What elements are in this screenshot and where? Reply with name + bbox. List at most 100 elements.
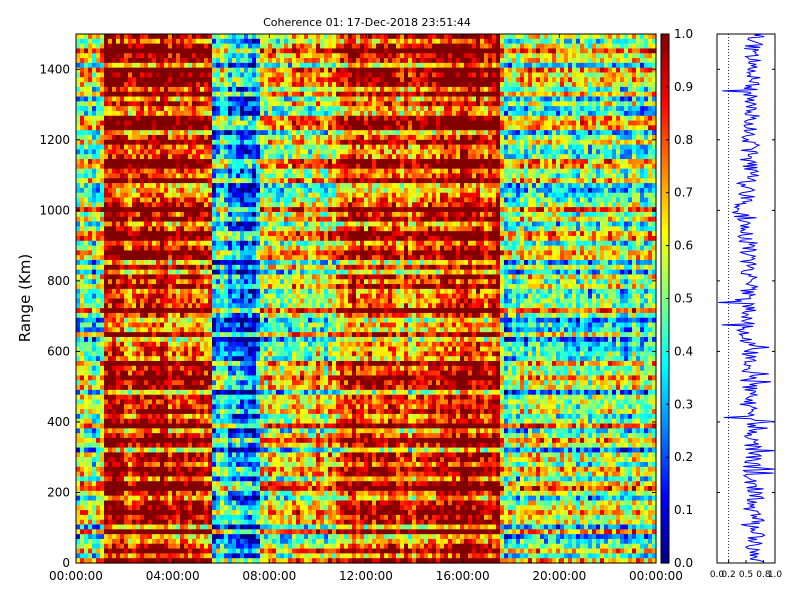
heatmap-cell: [88, 284, 93, 290]
heatmap-cell: [200, 130, 205, 136]
heatmap-cell: [180, 43, 185, 50]
heatmap-cell: [84, 240, 89, 247]
heatmap-cell: [92, 159, 97, 165]
heatmap-cell: [132, 442, 137, 449]
heatmap-cell: [164, 476, 169, 482]
heatmap-cell: [104, 433, 109, 439]
heatmap-cell: [116, 505, 121, 511]
heatmap-cell: [132, 524, 137, 530]
heatmap-cell: [136, 274, 141, 280]
heatmap-cell: [176, 336, 181, 343]
heatmap-cell: [180, 255, 185, 261]
heatmap-cell: [168, 370, 173, 377]
heatmap-cell: [188, 534, 193, 540]
heatmap-cell: [244, 58, 249, 64]
heatmap-cell: [152, 529, 157, 535]
heatmap-cell: [208, 134, 213, 141]
heatmap-cell: [220, 250, 225, 256]
heatmap-cell: [144, 178, 149, 184]
heatmap-cell: [156, 91, 161, 98]
heatmap-cell: [92, 346, 97, 352]
heatmap-cell: [160, 255, 165, 261]
heatmap-cell: [184, 154, 189, 160]
heatmap-cell: [220, 163, 225, 170]
heatmap-cell: [144, 91, 149, 98]
heatmap-cell: [248, 495, 253, 502]
heatmap-cell: [228, 134, 233, 141]
heatmap-cell: [108, 154, 113, 160]
heatmap-cell: [216, 86, 221, 93]
heatmap-cell: [200, 481, 205, 487]
heatmap-cell: [92, 452, 97, 458]
heatmap-cell: [184, 428, 189, 434]
heatmap-cell: [144, 394, 149, 401]
heatmap-cell: [240, 466, 245, 473]
heatmap-cell: [160, 500, 165, 506]
heatmap-cell: [176, 250, 181, 256]
heatmap-cell: [196, 192, 201, 199]
heatmap-cell: [204, 163, 209, 170]
heatmap-cell: [192, 413, 197, 420]
heatmap-cell: [160, 144, 165, 151]
heatmap-cell: [212, 553, 217, 559]
heatmap-cell: [180, 91, 185, 98]
heatmap-cell: [116, 380, 121, 386]
heatmap-cell: [184, 490, 189, 497]
heatmap-cell: [112, 48, 117, 54]
heatmap-cell: [80, 394, 85, 401]
heatmap-cell: [196, 159, 201, 165]
heatmap-cell: [156, 288, 161, 295]
heatmap-cell: [192, 120, 197, 126]
heatmap-cell: [244, 428, 249, 434]
heatmap-cell: [244, 524, 249, 530]
heatmap-cell: [200, 255, 205, 261]
heatmap-cell: [180, 216, 185, 223]
heatmap-cell: [212, 245, 217, 252]
heatmap-cell: [232, 231, 237, 237]
heatmap-cell: [120, 168, 125, 175]
heatmap-cell: [156, 235, 161, 242]
heatmap-cell: [220, 159, 225, 165]
heatmap-cell: [100, 471, 105, 478]
heatmap-cell: [132, 375, 137, 381]
heatmap-cell: [200, 120, 205, 126]
heatmap-cell: [160, 510, 165, 516]
heatmap-cell: [84, 490, 89, 497]
heatmap-cell: [248, 510, 253, 516]
heatmap-cell: [212, 462, 217, 468]
heatmap-cell: [152, 457, 157, 463]
heatmap-cell: [236, 231, 241, 237]
heatmap-cell: [152, 312, 157, 319]
heatmap-cell: [248, 553, 253, 559]
heatmap-cell: [116, 389, 121, 396]
heatmap-cell: [228, 202, 233, 208]
heatmap-cell: [196, 510, 201, 516]
heatmap-cell: [96, 394, 101, 401]
heatmap-cell: [140, 409, 145, 415]
heatmap-cell: [92, 34, 97, 40]
heatmap-cell: [128, 192, 133, 199]
heatmap-cell: [152, 332, 157, 338]
heatmap-cell: [92, 462, 97, 468]
heatmap-cell: [232, 462, 237, 468]
heatmap-cell: [128, 110, 133, 117]
heatmap-cell: [148, 154, 153, 160]
heatmap-cell: [92, 529, 97, 535]
heatmap-cell: [140, 510, 145, 516]
heatmap-cell: [220, 341, 225, 348]
heatmap-cell: [252, 77, 257, 83]
heatmap-cell: [132, 240, 137, 247]
heatmap-cell: [180, 356, 185, 362]
heatmap-cell: [216, 284, 221, 290]
heatmap-cell: [76, 226, 81, 232]
heatmap-cell: [156, 495, 161, 502]
heatmap-cell: [220, 130, 225, 136]
heatmap-cell: [92, 110, 97, 117]
heatmap-cell: [108, 269, 113, 276]
heatmap-cell: [220, 428, 225, 434]
heatmap-cell: [152, 72, 157, 78]
heatmap-cell: [172, 86, 177, 93]
heatmap-cell: [140, 178, 145, 184]
heatmap-cell: [244, 543, 249, 550]
heatmap-cell: [192, 269, 197, 276]
